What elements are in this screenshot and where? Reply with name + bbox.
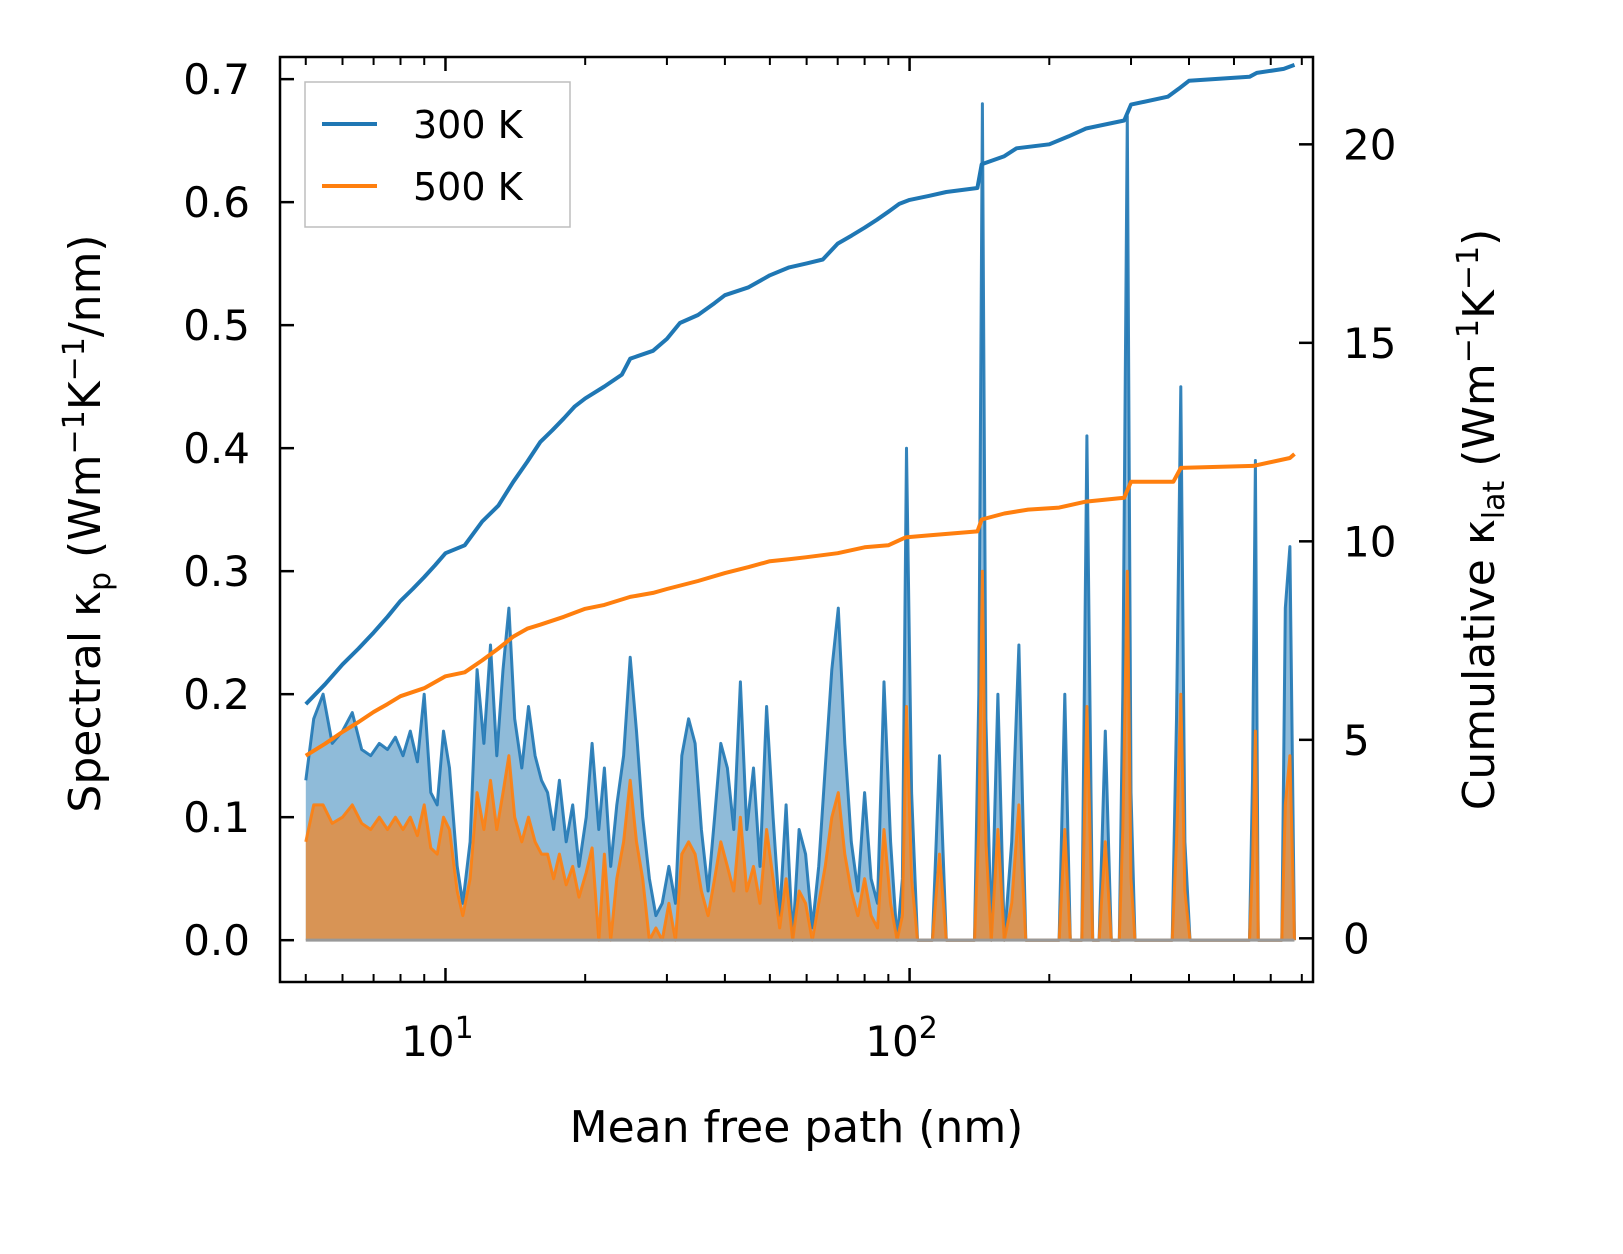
right-y-tick-label: 10 [1343, 517, 1396, 566]
cumulative-line-500k [304, 452, 1296, 758]
left-axis-label-main: Spectral κ [60, 591, 111, 813]
right-y-tick-label: 5 [1343, 716, 1370, 765]
right-y-tick-label: 15 [1343, 319, 1396, 368]
left-y-tick-label: 0.7 [183, 55, 250, 104]
right-axis-label-sup1: −1 [1451, 319, 1486, 363]
x-tick-exponent: 2 [919, 1011, 938, 1046]
x-tick-label: 102 [865, 1011, 938, 1066]
spectral-area-500k [305, 571, 1295, 941]
left-axis-label-tail: /nm) [60, 234, 111, 337]
left-y-tick-label: 0.5 [183, 301, 250, 350]
x-tick-label: 101 [401, 1011, 474, 1066]
legend-box [304, 81, 571, 228]
left-y-tick-label: 0.0 [183, 916, 250, 965]
left-y-tick-label: 0.4 [183, 424, 250, 473]
right-axis-label-tail: ) [1454, 229, 1505, 246]
left-axis-label-unit-k: K [60, 380, 111, 410]
legend: 300 K 500 K [304, 81, 571, 228]
left-y-tick-label: 0.3 [183, 547, 250, 596]
spectral-line-500k [304, 569, 1296, 942]
legend-label-500k: 500 K [413, 165, 524, 209]
left-axis-label-sup1: −1 [57, 410, 92, 454]
spectral-area-layer [304, 102, 1296, 942]
cumulative-line-layer [304, 63, 1296, 758]
left-axis-label: Spectral κp (Wm−1K−1/nm) [57, 234, 118, 812]
x-tick-base: 10 [865, 1017, 918, 1066]
right-y-tick-label: 0 [1343, 914, 1370, 963]
plot-frame [278, 55, 1315, 984]
x-axis-label: Mean free path (nm) [570, 1102, 1024, 1153]
right-axis-label-unit-w: (Wm [1454, 363, 1505, 481]
left-y-tick-label: 0.2 [183, 670, 250, 719]
x-tick-base: 10 [401, 1017, 454, 1066]
right-axis-label-sub: lat [1477, 481, 1512, 520]
x-tick-exponent: 1 [455, 1011, 474, 1046]
spectral-line-300k [304, 102, 1296, 942]
right-axis-label-main: Cumulative κ [1454, 519, 1505, 810]
legend-label-300k: 300 K [413, 103, 524, 147]
right-y-tick-label: 20 [1343, 120, 1396, 169]
left-y-tick-label: 0.1 [183, 793, 250, 842]
left-axis-label-sub: p [83, 572, 118, 591]
right-axis-label-sup2: −1 [1451, 246, 1486, 290]
left-axis-label-unit-w: (Wm [60, 454, 111, 572]
right-axis-label: Cumulative κlat (Wm−1K−1) [1451, 229, 1512, 811]
left-axis-label-sup2: −1 [57, 337, 92, 381]
right-axis-label-unit-k: K [1454, 289, 1505, 319]
left-y-tick-label: 0.6 [183, 178, 250, 227]
cumulative-line-300k [304, 63, 1296, 706]
